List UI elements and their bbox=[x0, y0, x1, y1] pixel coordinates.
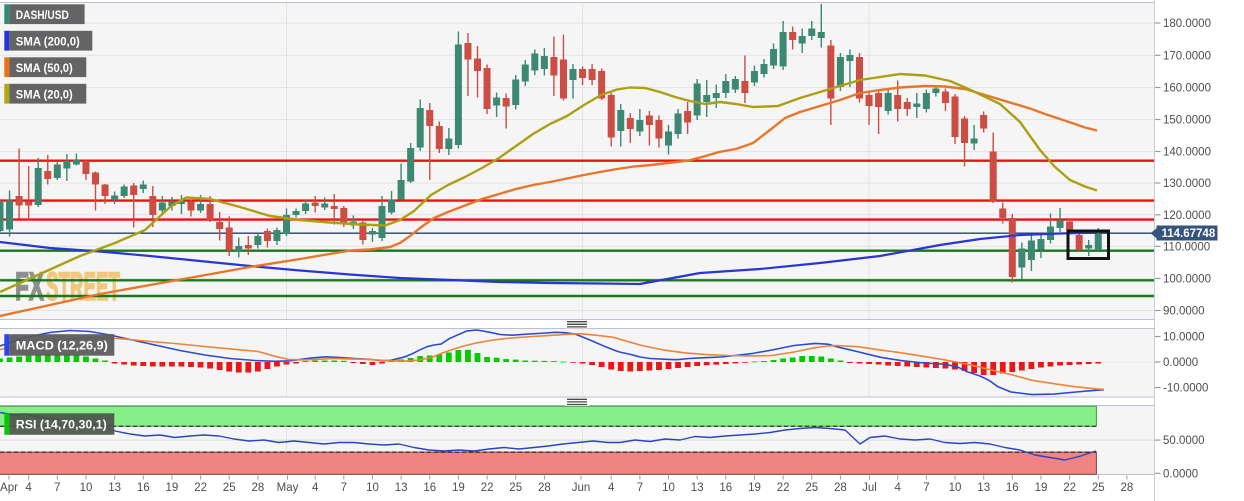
svg-text:180.0000: 180.0000 bbox=[1163, 18, 1211, 30]
svg-text:160.0000: 160.0000 bbox=[1163, 83, 1211, 95]
svg-text:13: 13 bbox=[108, 482, 121, 494]
svg-text:25: 25 bbox=[1092, 482, 1105, 494]
svg-text:25: 25 bbox=[805, 482, 818, 494]
svg-text:STREET: STREET bbox=[46, 265, 120, 309]
svg-text:13: 13 bbox=[691, 482, 704, 494]
svg-text:130.0000: 130.0000 bbox=[1163, 178, 1211, 190]
svg-text:4: 4 bbox=[894, 482, 901, 494]
svg-text:4: 4 bbox=[25, 482, 32, 494]
svg-text:19: 19 bbox=[166, 482, 179, 494]
svg-text:10: 10 bbox=[662, 482, 675, 494]
svg-text:4: 4 bbox=[608, 482, 615, 494]
svg-text:SMA (50,0): SMA (50,0) bbox=[16, 61, 73, 75]
svg-text:16: 16 bbox=[1006, 482, 1019, 494]
svg-text:10: 10 bbox=[366, 482, 379, 494]
svg-text:Apr: Apr bbox=[0, 482, 18, 494]
svg-text:170.0000: 170.0000 bbox=[1163, 50, 1211, 62]
svg-text:4: 4 bbox=[312, 482, 319, 494]
svg-text:FX: FX bbox=[15, 265, 44, 309]
svg-text:114.67748: 114.67748 bbox=[1162, 228, 1216, 240]
svg-text:22: 22 bbox=[481, 482, 494, 494]
svg-text:22: 22 bbox=[194, 482, 207, 494]
svg-text:-10.0000: -10.0000 bbox=[1163, 383, 1208, 395]
svg-text:22: 22 bbox=[777, 482, 790, 494]
svg-text:150.0000: 150.0000 bbox=[1163, 115, 1211, 127]
svg-text:16: 16 bbox=[719, 482, 732, 494]
svg-text:110.0000: 110.0000 bbox=[1163, 241, 1210, 253]
svg-text:28: 28 bbox=[834, 482, 847, 494]
svg-text:May: May bbox=[277, 482, 299, 494]
svg-text:90.0000: 90.0000 bbox=[1163, 306, 1205, 318]
svg-text:25: 25 bbox=[509, 482, 522, 494]
svg-text:7: 7 bbox=[637, 482, 643, 494]
svg-text:13: 13 bbox=[395, 482, 408, 494]
svg-text:7: 7 bbox=[54, 482, 60, 494]
svg-text:28: 28 bbox=[538, 482, 551, 494]
svg-text:RSI (14,70,30,1): RSI (14,70,30,1) bbox=[16, 418, 107, 432]
svg-text:13: 13 bbox=[977, 482, 990, 494]
svg-text:19: 19 bbox=[452, 482, 465, 494]
svg-text:140.0000: 140.0000 bbox=[1163, 147, 1211, 159]
svg-text:16: 16 bbox=[137, 482, 150, 494]
svg-text:100.0000: 100.0000 bbox=[1163, 274, 1211, 286]
svg-text:19: 19 bbox=[748, 482, 761, 494]
svg-text:28: 28 bbox=[252, 482, 265, 494]
svg-text:10: 10 bbox=[949, 482, 962, 494]
svg-text:7: 7 bbox=[341, 482, 347, 494]
svg-text:DASH/USD: DASH/USD bbox=[16, 8, 69, 22]
svg-text:10.0000: 10.0000 bbox=[1163, 332, 1205, 344]
svg-text:19: 19 bbox=[1035, 482, 1048, 494]
svg-text:Jun: Jun bbox=[572, 482, 591, 494]
svg-text:SMA (200,0): SMA (200,0) bbox=[16, 34, 80, 48]
svg-text:28: 28 bbox=[1121, 482, 1134, 494]
svg-text:MACD (12,26,9): MACD (12,26,9) bbox=[16, 339, 108, 353]
svg-text:120.0000: 120.0000 bbox=[1163, 210, 1211, 222]
svg-text:0.0000: 0.0000 bbox=[1163, 357, 1198, 369]
svg-text:Jul: Jul bbox=[862, 482, 877, 494]
svg-text:SMA (20,0): SMA (20,0) bbox=[16, 87, 73, 101]
svg-text:10: 10 bbox=[80, 482, 93, 494]
svg-text:22: 22 bbox=[1063, 482, 1076, 494]
svg-text:25: 25 bbox=[223, 482, 236, 494]
svg-text:0.0000: 0.0000 bbox=[1163, 468, 1198, 480]
svg-text:50.0000: 50.0000 bbox=[1163, 435, 1205, 447]
svg-text:16: 16 bbox=[423, 482, 436, 494]
svg-text:7: 7 bbox=[923, 482, 929, 494]
